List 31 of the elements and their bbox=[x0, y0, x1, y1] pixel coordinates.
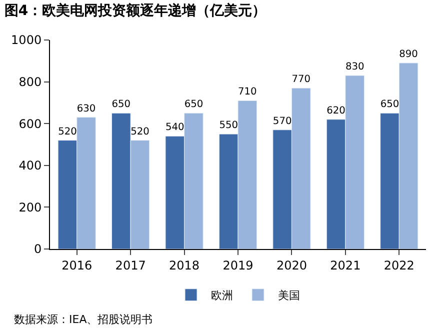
data-label: 520 bbox=[58, 126, 77, 138]
y-tick-label: 400 bbox=[18, 158, 42, 173]
data-label: 520 bbox=[130, 126, 150, 138]
data-label: 570 bbox=[272, 116, 292, 127]
data-label: 650 bbox=[112, 99, 131, 110]
legend-label: 美国 bbox=[278, 289, 300, 302]
source-note: 数据来源：IEA、招股说明书 bbox=[14, 313, 153, 326]
data-label: 620 bbox=[326, 105, 346, 116]
x-tick-label: 2021 bbox=[330, 258, 361, 272]
x-tick-label: 2017 bbox=[115, 258, 146, 272]
x-tick-label: 2022 bbox=[384, 258, 414, 272]
data-label: 650 bbox=[380, 99, 400, 110]
x-tick-label: 2020 bbox=[276, 258, 307, 272]
chart-title: 图4：欧美电网投资额逐年递增（亿美元） bbox=[4, 2, 266, 19]
x-tick-label: 2016 bbox=[62, 258, 92, 272]
legend-label: 欧洲 bbox=[211, 289, 233, 302]
y-tick-label: 200 bbox=[18, 200, 42, 214]
y-tick-label: 1000 bbox=[11, 33, 42, 48]
data-label: 630 bbox=[76, 103, 96, 114]
y-tick-label: 0 bbox=[34, 242, 42, 256]
x-tick-label: 2019 bbox=[222, 258, 254, 272]
data-label: 890 bbox=[399, 48, 418, 60]
y-tick-label: 800 bbox=[18, 75, 42, 89]
data-label: 770 bbox=[292, 74, 310, 86]
data-label: 650 bbox=[184, 99, 204, 110]
data-label: 710 bbox=[238, 86, 257, 98]
y-tick-label: 600 bbox=[18, 116, 42, 131]
data-label: 550 bbox=[219, 120, 238, 132]
data-label: 830 bbox=[345, 62, 364, 72]
x-tick-label: 2018 bbox=[169, 258, 200, 272]
data-label: 540 bbox=[166, 122, 184, 134]
